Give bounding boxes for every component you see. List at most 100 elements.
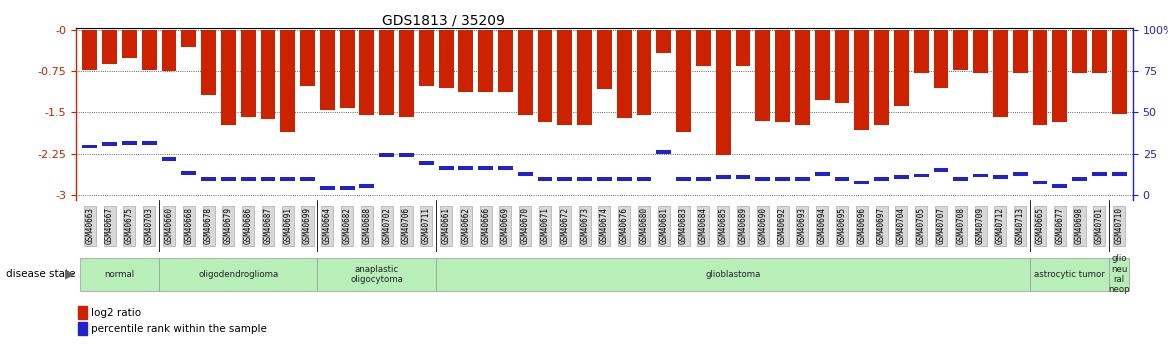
Bar — [260, 177, 276, 181]
Bar — [874, 30, 889, 125]
Text: GSM40672: GSM40672 — [561, 207, 569, 245]
Bar — [459, 166, 473, 170]
Bar — [756, 177, 770, 181]
Bar — [380, 153, 394, 157]
Bar — [776, 177, 790, 181]
Text: GSM40683: GSM40683 — [679, 207, 688, 245]
Text: GSM40687: GSM40687 — [264, 207, 272, 245]
Bar — [478, 30, 493, 92]
Bar — [181, 171, 196, 175]
Text: GSM40698: GSM40698 — [1075, 207, 1084, 245]
Text: GSM40661: GSM40661 — [442, 207, 451, 245]
Bar — [121, 141, 137, 145]
FancyBboxPatch shape — [318, 258, 436, 291]
Text: GSM40677: GSM40677 — [1055, 207, 1064, 245]
Text: GSM40660: GSM40660 — [165, 207, 174, 245]
Text: GSM40695: GSM40695 — [837, 207, 847, 245]
Bar — [320, 186, 335, 190]
Bar — [419, 30, 433, 86]
Bar — [973, 30, 988, 73]
Bar — [161, 30, 176, 71]
Bar — [459, 30, 473, 92]
Bar — [498, 30, 513, 92]
Text: GSM40689: GSM40689 — [738, 207, 748, 245]
Text: GSM40674: GSM40674 — [600, 207, 609, 245]
Text: GSM40705: GSM40705 — [917, 207, 926, 245]
Text: GSM40685: GSM40685 — [718, 207, 728, 245]
Bar — [815, 172, 829, 176]
Text: log2 ratio: log2 ratio — [91, 308, 141, 317]
Bar — [320, 30, 335, 110]
Text: glio
neu
ral
neop: glio neu ral neop — [1108, 254, 1129, 294]
Bar — [795, 30, 809, 125]
Bar — [517, 172, 533, 176]
Bar — [360, 30, 374, 115]
Text: GSM40707: GSM40707 — [937, 207, 945, 245]
FancyBboxPatch shape — [1110, 258, 1129, 291]
Bar — [340, 186, 355, 190]
Bar — [973, 174, 988, 177]
Text: GSM40709: GSM40709 — [976, 207, 985, 245]
Bar — [993, 175, 1008, 179]
Text: GSM40665: GSM40665 — [1035, 207, 1044, 245]
Text: GSM40682: GSM40682 — [342, 207, 352, 245]
Bar — [360, 185, 374, 188]
Text: GSM40666: GSM40666 — [481, 207, 491, 245]
Bar — [260, 30, 276, 119]
Text: oligodendroglioma: oligodendroglioma — [199, 270, 278, 279]
Bar — [102, 142, 117, 146]
Bar — [537, 30, 552, 122]
Text: GSM40697: GSM40697 — [877, 207, 887, 245]
Bar — [181, 30, 196, 47]
FancyBboxPatch shape — [1030, 258, 1110, 291]
Bar — [1112, 172, 1126, 176]
Bar — [696, 30, 711, 66]
Bar — [537, 177, 552, 181]
Bar — [953, 30, 968, 70]
Bar — [517, 30, 533, 115]
Bar — [676, 30, 691, 132]
Bar — [597, 177, 612, 181]
Text: GSM40690: GSM40690 — [758, 207, 767, 245]
Bar — [498, 166, 513, 170]
Bar — [656, 150, 672, 154]
Bar — [1033, 30, 1048, 125]
Bar — [815, 30, 829, 100]
Text: glioblastoma: glioblastoma — [705, 270, 760, 279]
Text: GDS1813 / 35209: GDS1813 / 35209 — [382, 14, 506, 28]
Bar — [696, 177, 711, 181]
Bar — [716, 175, 731, 179]
Text: GSM40670: GSM40670 — [521, 207, 530, 245]
Text: GSM40676: GSM40676 — [620, 207, 628, 245]
Bar — [1092, 172, 1107, 176]
FancyBboxPatch shape — [79, 258, 159, 291]
Bar — [716, 30, 731, 155]
Text: GSM40664: GSM40664 — [322, 207, 332, 245]
Bar — [161, 157, 176, 161]
Bar — [1052, 185, 1068, 188]
Bar — [439, 30, 453, 88]
Text: GSM40673: GSM40673 — [580, 207, 589, 245]
Bar — [83, 30, 97, 70]
Bar — [637, 177, 652, 181]
Bar — [637, 30, 652, 115]
Bar — [439, 166, 453, 170]
Bar — [894, 175, 909, 179]
Text: GSM40691: GSM40691 — [283, 207, 292, 245]
Bar — [557, 30, 572, 125]
Text: GSM40713: GSM40713 — [1016, 207, 1024, 245]
Text: GSM40668: GSM40668 — [185, 207, 193, 245]
Text: ▶: ▶ — [65, 268, 75, 281]
Text: GSM40712: GSM40712 — [996, 207, 1004, 245]
Bar — [478, 166, 493, 170]
Text: disease state: disease state — [6, 269, 76, 279]
Bar — [419, 161, 433, 165]
Text: GSM40701: GSM40701 — [1094, 207, 1104, 245]
Bar — [835, 177, 849, 181]
Bar — [201, 177, 216, 181]
Bar — [340, 30, 355, 108]
Bar — [102, 30, 117, 64]
Bar — [756, 30, 770, 121]
Bar — [617, 177, 632, 181]
Text: GSM40681: GSM40681 — [659, 207, 668, 245]
